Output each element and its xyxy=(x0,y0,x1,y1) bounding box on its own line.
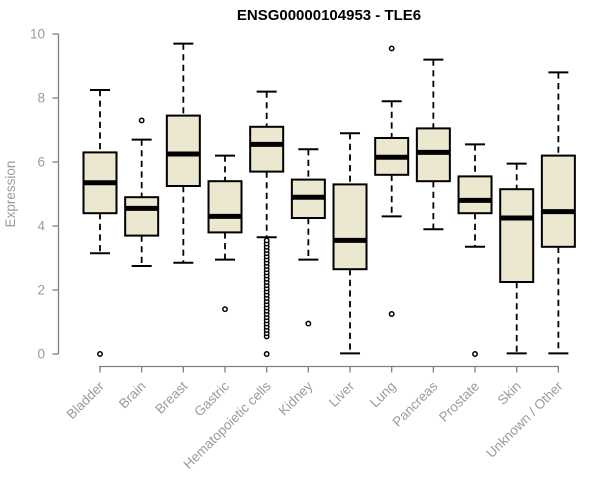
box-group xyxy=(290,148,326,327)
outlier-point xyxy=(263,237,270,244)
x-category-label: Lung xyxy=(367,379,399,411)
x-category-label: Kidney xyxy=(276,378,316,418)
outlier-point xyxy=(388,311,395,317)
iqr-box xyxy=(207,180,243,234)
x-category-label: Unknown / Other xyxy=(483,378,566,461)
outlier-point xyxy=(305,320,312,327)
y-tick-label: 6 xyxy=(37,155,45,170)
y-tick-label: 0 xyxy=(37,347,45,362)
box-group xyxy=(499,162,535,355)
box-group xyxy=(207,154,243,313)
y-tick-label: 10 xyxy=(30,27,45,42)
outlier-point xyxy=(388,45,395,52)
iqr-box xyxy=(332,183,368,271)
y-tick-label: 2 xyxy=(37,283,45,298)
iqr-box xyxy=(249,125,285,173)
iqr-box xyxy=(165,114,201,187)
outlier-point xyxy=(263,351,270,357)
y-axis-label: Expression xyxy=(3,161,18,228)
box-group xyxy=(540,71,576,355)
box-group xyxy=(332,132,368,355)
box-group xyxy=(249,90,285,357)
x-category-label: Breast xyxy=(152,378,190,416)
x-category-label: Gastric xyxy=(191,378,232,419)
x-category-label: Skin xyxy=(495,379,524,408)
box-group xyxy=(165,42,201,264)
box-group xyxy=(415,58,451,231)
chart-title: ENSG00000104953 - TLE6 xyxy=(237,7,421,24)
y-tick-label: 4 xyxy=(37,219,45,234)
x-category-label: Prostate xyxy=(436,379,482,425)
iqr-box xyxy=(124,196,160,237)
box-group xyxy=(124,117,160,267)
box-group xyxy=(374,45,410,317)
x-category-label: Brain xyxy=(116,379,149,412)
outlier-point xyxy=(222,306,228,313)
boxes-layer xyxy=(82,42,576,357)
outlier-point xyxy=(138,117,145,124)
x-category-label: Bladder xyxy=(64,378,108,422)
iqr-box xyxy=(540,154,576,248)
box-group xyxy=(82,89,118,357)
x-category-label: Liver xyxy=(326,378,358,410)
x-category-label: Pancreas xyxy=(390,378,441,429)
outlier-point xyxy=(472,351,478,357)
y-tick-label: 8 xyxy=(37,91,45,106)
outlier-point xyxy=(97,351,103,357)
box-group xyxy=(457,143,493,357)
iqr-box xyxy=(457,175,493,215)
iqr-box xyxy=(499,188,535,283)
